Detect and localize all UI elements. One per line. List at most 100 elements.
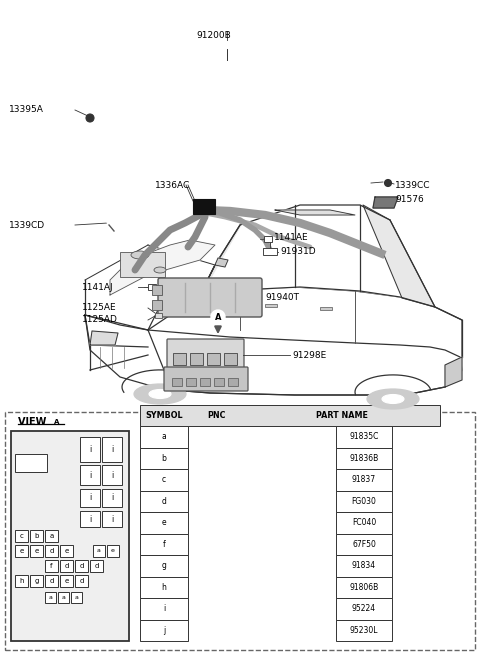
Text: 95224: 95224 <box>352 605 376 613</box>
Bar <box>320 307 332 310</box>
Circle shape <box>224 41 230 48</box>
Bar <box>173 353 186 365</box>
Text: PNC: PNC <box>207 411 225 420</box>
Polygon shape <box>202 223 242 293</box>
Ellipse shape <box>367 389 419 409</box>
Text: e: e <box>19 548 24 554</box>
Bar <box>152 285 162 295</box>
Text: i: i <box>89 470 91 479</box>
Bar <box>336 620 392 641</box>
Bar <box>140 491 188 512</box>
Bar <box>80 489 100 507</box>
Text: SYMBOL: SYMBOL <box>145 411 183 420</box>
Text: g: g <box>162 561 167 571</box>
Text: h: h <box>19 578 24 584</box>
Text: d: d <box>49 548 54 554</box>
Text: h: h <box>162 583 167 591</box>
Bar <box>71 592 82 603</box>
Polygon shape <box>445 357 462 387</box>
Polygon shape <box>200 205 435 307</box>
Ellipse shape <box>131 251 149 259</box>
Bar <box>140 576 188 598</box>
Text: 91837: 91837 <box>352 476 376 484</box>
Text: 1141AE: 1141AE <box>274 233 309 242</box>
Bar <box>15 530 28 542</box>
Bar <box>224 353 237 365</box>
Bar <box>30 530 43 542</box>
Bar <box>102 437 122 462</box>
Text: 1125AD: 1125AD <box>82 316 118 324</box>
Polygon shape <box>355 375 431 400</box>
Bar <box>45 545 58 557</box>
Bar <box>190 353 203 365</box>
Text: 91200B: 91200B <box>196 31 231 39</box>
Text: a: a <box>74 595 78 600</box>
Bar <box>186 378 196 386</box>
Text: e: e <box>64 548 69 554</box>
Bar <box>336 512 392 534</box>
Polygon shape <box>90 331 118 345</box>
Bar <box>336 469 392 491</box>
Bar <box>90 560 103 572</box>
Polygon shape <box>373 197 398 208</box>
Text: 13395A: 13395A <box>9 105 44 115</box>
Text: d: d <box>79 563 84 569</box>
Bar <box>140 469 188 491</box>
Circle shape <box>384 179 392 187</box>
Bar <box>172 378 182 386</box>
Ellipse shape <box>154 267 166 273</box>
Bar <box>336 534 392 555</box>
Ellipse shape <box>149 390 171 398</box>
Text: i: i <box>89 514 91 523</box>
Bar <box>140 426 188 447</box>
Text: i: i <box>163 605 165 613</box>
Text: a: a <box>162 432 167 441</box>
Bar <box>336 426 392 447</box>
Text: a: a <box>97 548 101 553</box>
Text: e: e <box>35 548 38 554</box>
Text: 91940T: 91940T <box>265 293 299 303</box>
Text: d: d <box>79 578 84 584</box>
Text: i: i <box>111 514 113 523</box>
Bar <box>140 512 188 534</box>
Text: f: f <box>50 563 53 569</box>
Text: 91931D: 91931D <box>280 248 316 257</box>
Text: f: f <box>163 540 166 549</box>
Text: d: d <box>64 563 69 569</box>
Bar <box>58 592 69 603</box>
Bar <box>336 491 392 512</box>
Text: 95230L: 95230L <box>350 626 378 635</box>
Bar <box>140 405 440 426</box>
Bar <box>15 454 47 472</box>
Text: 1339CC: 1339CC <box>395 181 431 189</box>
Text: i: i <box>89 445 91 454</box>
Text: 91298E: 91298E <box>292 350 326 360</box>
Bar <box>11 431 129 641</box>
Text: FG030: FG030 <box>351 496 376 506</box>
Text: 91834: 91834 <box>352 561 376 571</box>
Bar <box>228 378 238 386</box>
Bar <box>102 465 122 485</box>
Bar <box>193 199 215 214</box>
Text: 67F50: 67F50 <box>352 540 376 549</box>
Ellipse shape <box>382 394 404 403</box>
Bar <box>102 489 122 507</box>
FancyBboxPatch shape <box>164 367 248 391</box>
Bar <box>200 378 210 386</box>
Polygon shape <box>275 210 355 215</box>
Circle shape <box>107 219 113 225</box>
Polygon shape <box>110 240 215 295</box>
Bar <box>263 248 277 255</box>
Bar <box>45 560 58 572</box>
Bar <box>148 284 156 290</box>
Text: d: d <box>162 496 167 506</box>
Text: j: j <box>163 626 165 635</box>
Circle shape <box>211 310 225 324</box>
Bar <box>45 592 56 603</box>
Circle shape <box>86 114 94 122</box>
Bar <box>60 545 73 557</box>
Polygon shape <box>215 258 228 267</box>
Bar <box>80 511 100 527</box>
Text: a: a <box>49 533 54 539</box>
Bar <box>140 534 188 555</box>
